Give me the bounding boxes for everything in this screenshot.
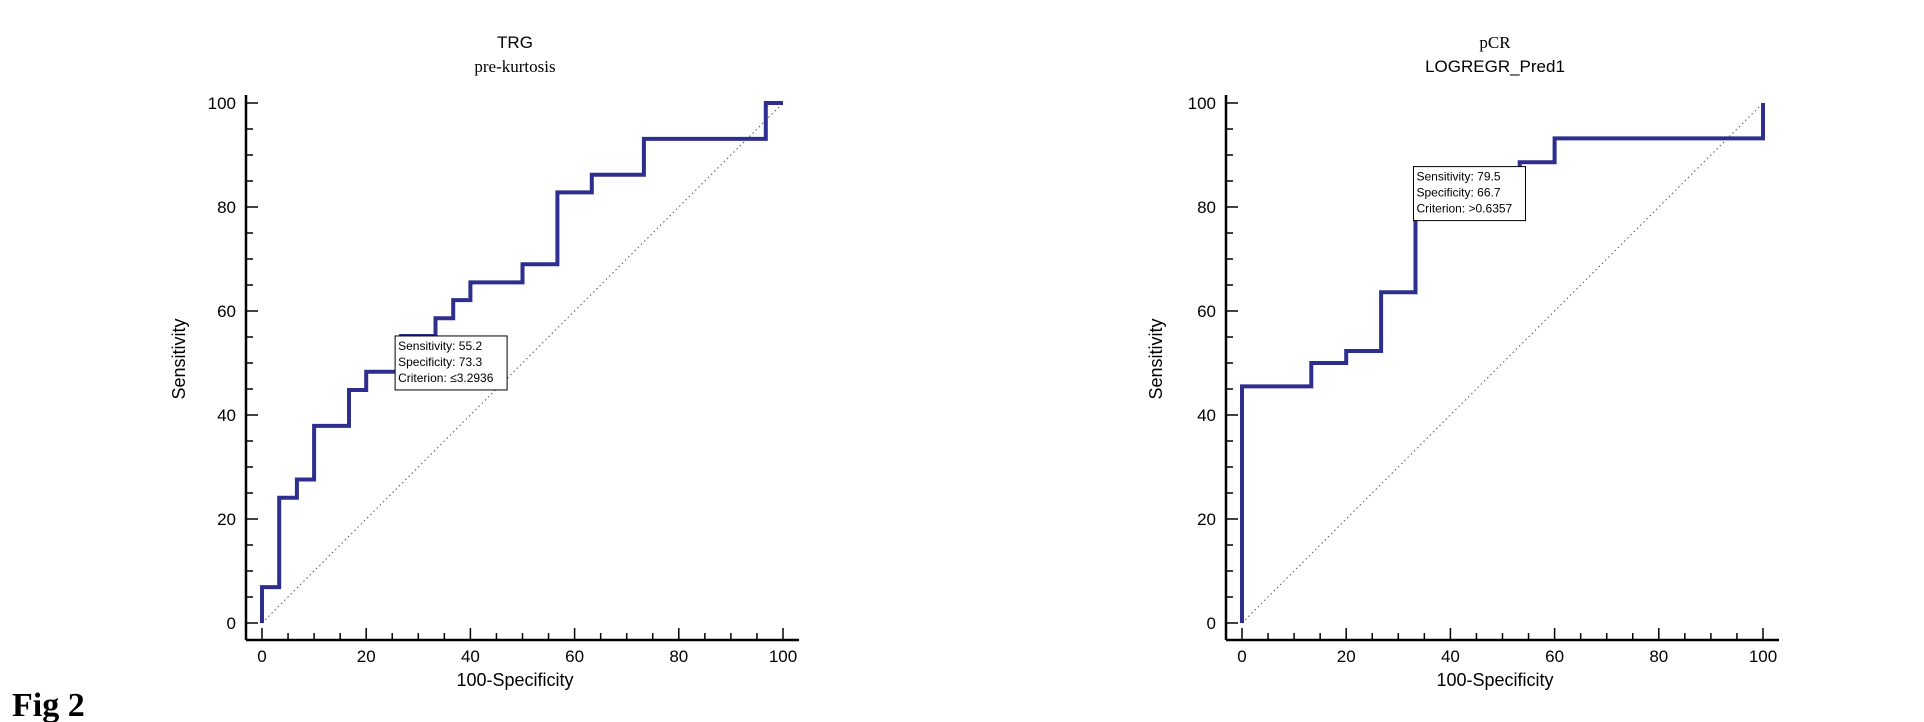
figure-label: Fig 2 (12, 687, 85, 722)
y-tick-label: 100 (1188, 94, 1216, 113)
annotation-line: Sensitivity: 55.2 (398, 339, 482, 353)
y-tick-label: 60 (1197, 302, 1216, 321)
roc-curve (1240, 103, 1765, 623)
y-axis-label: Sensitivity (169, 318, 189, 399)
annotation-line: Sensitivity: 79.5 (1416, 170, 1500, 184)
y-tick-label: 60 (217, 302, 236, 321)
chart-marks: 0 20 40 60 80 100 0 20 40 60 80 100 Sensitivity: 55.… (208, 94, 799, 666)
reference-diagonal (1241, 102, 1764, 624)
chart-subtitle: LOGREGR_Pred1 (1425, 57, 1565, 76)
x-axis-label: 100-Specificity (456, 670, 573, 690)
y-tick-label: 40 (217, 406, 236, 425)
x-tick-label: 0 (1237, 647, 1246, 666)
x-tick-label: 0 (257, 647, 266, 666)
annotation-line: Criterion: >0.6357 (1416, 202, 1512, 216)
y-tick-label: 20 (1197, 510, 1216, 529)
y-tick-label: 0 (227, 614, 236, 633)
y-tick-label: 0 (1207, 614, 1216, 633)
annotation-line: Specificity: 73.3 (398, 355, 482, 369)
annotation-box (394, 335, 508, 391)
x-tick-label: 20 (357, 647, 376, 666)
chart-title: TRG (497, 33, 533, 52)
chart-subtitle: pre-kurtosis (474, 57, 555, 76)
x-axis-label: 100-Specificity (1436, 670, 1553, 690)
roc-chart-trg: TRG pre-kurtosis 100-Specificity Sensiti… (169, 33, 799, 690)
y-tick-label: 80 (217, 198, 236, 217)
roc-curve (260, 101, 783, 623)
annotation-line: Specificity: 66.7 (1416, 186, 1500, 200)
y-tick-label: 80 (1197, 198, 1216, 217)
x-tick-label: 60 (1545, 647, 1564, 666)
x-tick-label: 60 (565, 647, 584, 666)
x-tick-label: 80 (669, 647, 688, 666)
criterion-annotation: Sensitivity: 55.2 Specificity: 73.3 Criter… (394, 335, 508, 391)
x-tick-label: 100 (769, 647, 797, 666)
reference-diagonal (261, 102, 784, 624)
x-tick-label: 100 (1749, 647, 1777, 666)
criterion-annotation: Sensitivity: 79.5 Specificity: 66.7 Criter… (1412, 166, 1526, 222)
chart-marks: 0 20 40 60 80 100 0 20 40 60 80 100 Sensitivity: 79.… (1188, 94, 1779, 666)
x-tick-label: 40 (1441, 647, 1460, 666)
annotation-line: Criterion: ≤3.2936 (398, 371, 494, 385)
annotation-box (1412, 166, 1526, 222)
y-axis-label: Sensitivity (1146, 318, 1166, 399)
x-tick-label: 20 (1337, 647, 1356, 666)
chart-title: pCR (1479, 33, 1511, 52)
y-tick-label: 100 (208, 94, 236, 113)
x-tick-label: 80 (1649, 647, 1668, 666)
y-tick-label: 40 (1197, 406, 1216, 425)
y-tick-label: 20 (217, 510, 236, 529)
roc-chart-pcr: pCR LOGREGR_Pred1 100-Specificity Sensit… (1146, 33, 1779, 690)
x-tick-label: 40 (461, 647, 480, 666)
